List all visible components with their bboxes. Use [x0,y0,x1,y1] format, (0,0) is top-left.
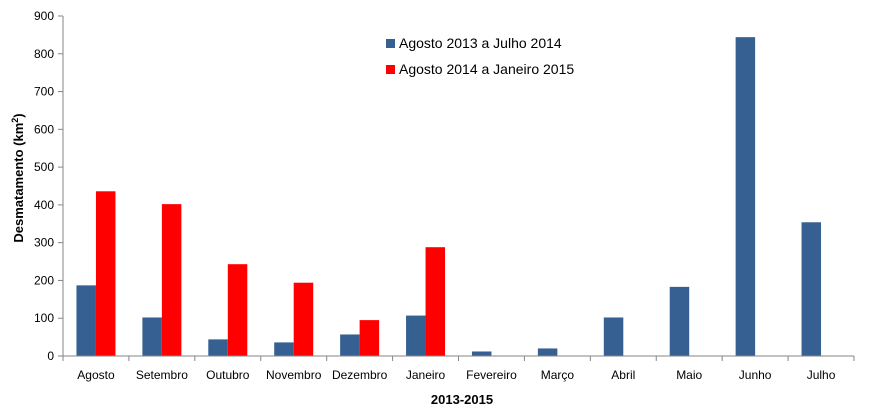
x-tick-label: Outubro [206,368,250,382]
x-tick-label: Abril [611,368,635,382]
y-tick-label: 200 [34,273,54,287]
x-tick-label: Maio [676,368,702,382]
x-tick-label: Dezembro [332,368,388,382]
x-axis-title: 2013-2015 [431,392,493,407]
x-tick-label: Julho [807,368,836,382]
bar-series-2 [359,320,380,356]
bar-series-1 [406,315,426,356]
y-tick-label: 700 [34,85,54,99]
x-tick-label: Janeiro [406,368,446,382]
x-tick-labels: Agosto Setembro Outubro Novembro Dezembro Jan… [62,356,855,382]
y-axis-title: Desmatamento (km2) [10,113,26,242]
legend-label: Agosto 2013 a Julho 2014 [399,35,562,51]
y-ticks: 0 100 200 300 400 500 600 700 800 900 [34,9,63,363]
y-tick-label: 100 [34,311,54,325]
bar-series-2 [227,264,248,356]
bar-series-2 [293,282,314,356]
x-tick-label: Março [541,368,575,382]
legend: Agosto 2013 a Julho 2014 Agosto 2014 a Ja… [386,35,574,77]
legend-swatch [386,39,395,48]
bar-series-1 [340,334,360,356]
bar-series-1 [603,317,624,356]
y-tick-label: 300 [34,236,54,250]
bar-series-1 [537,348,558,356]
y-tick-label: 500 [34,160,54,174]
bar-series-1 [274,342,294,356]
bar-series-2 [425,247,446,356]
x-tick-label: Setembro [136,368,188,382]
bar-series-2 [95,191,116,356]
bar-series-1 [76,285,96,356]
bar-series-1 [471,351,492,356]
bars [76,37,822,357]
bar-series-1 [801,222,822,356]
x-tick-label: Agosto [77,368,115,382]
bar-series-1 [735,37,756,357]
y-tick-label: 400 [34,198,54,212]
y-tick-label: 800 [34,47,54,61]
y-tick-label: 0 [47,349,54,363]
y-tick-label: 600 [34,122,54,136]
y-tick-label: 900 [34,9,54,23]
bar-series-2 [161,204,182,356]
legend-swatch [386,65,395,74]
x-tick-label: Novembro [266,368,322,382]
legend-label: Agosto 2014 a Janeiro 2015 [399,61,574,77]
x-tick-label: Fevereiro [466,368,517,382]
bar-series-1 [208,339,228,356]
bar-series-1 [669,286,690,356]
x-tick-label: Junho [739,368,772,382]
bar-series-1 [142,317,162,356]
